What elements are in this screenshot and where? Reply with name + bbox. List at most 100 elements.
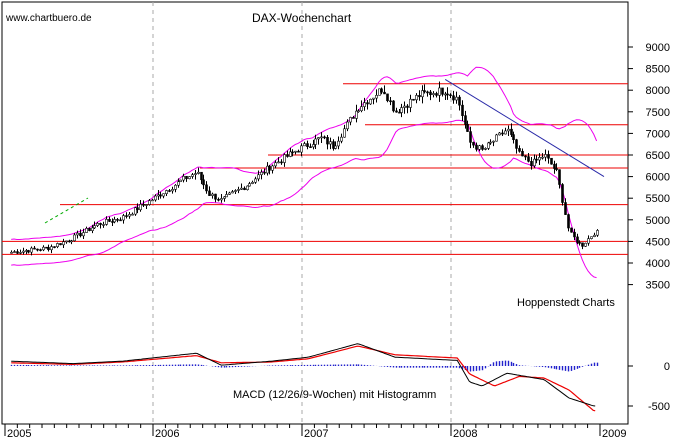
plot-frame [1,1,629,425]
y-tick-label: 4500 [646,236,670,248]
candle-body [441,87,444,95]
candle-body [518,148,521,152]
candle-body [188,176,191,180]
candle-body [277,161,280,164]
candle-body [50,246,53,251]
candle-body [504,130,507,135]
candle-body [291,151,294,154]
candle-body [303,143,306,147]
candle-body [145,204,148,206]
candle-body [168,190,171,192]
candle-body [561,184,564,203]
candle-body [159,194,162,197]
candle-body [346,121,349,130]
candle-body [403,105,406,108]
candle-body [558,169,561,185]
candle-body [449,94,452,97]
candle-body [13,251,16,253]
candle-body [197,171,200,174]
candle-body [246,185,249,191]
candle-body [300,145,303,153]
x-tick-label: 2009 [602,428,626,439]
candle-body [317,137,320,140]
candle-body [254,178,257,183]
y-tick-label: 5500 [646,193,670,205]
y-tick-label: 6000 [646,172,670,184]
candle-body [260,171,263,176]
candle-body [280,161,283,164]
candle-body [243,187,246,191]
candle-body [587,238,590,244]
y-tick-label: 7500 [646,107,670,119]
x-tick-label: 2007 [304,428,328,439]
candle-body [530,161,533,167]
y-tick-label: 8000 [646,85,670,97]
candle-body [375,95,378,99]
candle-body [418,95,421,98]
candle-body [383,91,386,95]
candle-body [214,193,217,200]
y-tick-label: 3500 [646,280,670,292]
candle-body [564,202,567,215]
candle-body [475,144,478,150]
candle-body [220,198,223,201]
candle-body [478,145,481,150]
macd-label: MACD (12/26/9-Wochen) mit Histogramm [233,389,436,401]
candle-body [343,128,346,138]
bollinger-lower [11,119,597,279]
candle-body [527,156,530,162]
candle-body [363,102,366,107]
candle-body [386,93,389,102]
candle-body [395,110,398,113]
candle-body [409,98,412,108]
candle-body [283,154,286,163]
candle-body [337,140,340,147]
candle-body [360,106,363,112]
candle-body [423,90,426,93]
watermark: www.chartbuero.de [5,13,92,24]
candle-body [27,250,30,253]
candle-body [47,247,50,251]
candle-body [533,158,536,167]
candle-body [33,247,36,250]
candle-body [306,143,309,147]
candle-body [286,154,289,157]
macd-line [11,343,596,407]
candle-body [105,219,108,225]
candle-body [489,141,492,144]
candle-body [10,251,13,254]
candle-body [369,98,372,105]
candle-body [372,97,375,100]
candle-body [99,223,102,225]
candle-body [102,224,105,226]
candle-body [406,105,409,108]
candle-body [432,93,435,96]
candle-body [452,95,455,101]
candle-body [472,142,475,146]
candle-body [314,138,317,145]
candle-body [263,171,266,174]
candle-body [96,223,99,226]
candle-body [289,151,292,157]
candle-body [421,90,424,98]
candle-body [131,213,134,216]
candle-body [19,252,22,254]
x-tick-label: 2005 [7,428,31,439]
candle-body [177,181,180,186]
candle-body [56,243,59,248]
candle-body [53,246,56,248]
candle-body [487,142,490,149]
candle-body [42,246,45,251]
candle-body [446,93,449,96]
candle-body [498,132,501,136]
candle-body [79,232,82,237]
candle-body [320,136,323,139]
candle-body [352,117,355,119]
grid [1,1,629,425]
candle-body [492,140,495,143]
candle-body [495,134,498,142]
candles [10,81,599,256]
